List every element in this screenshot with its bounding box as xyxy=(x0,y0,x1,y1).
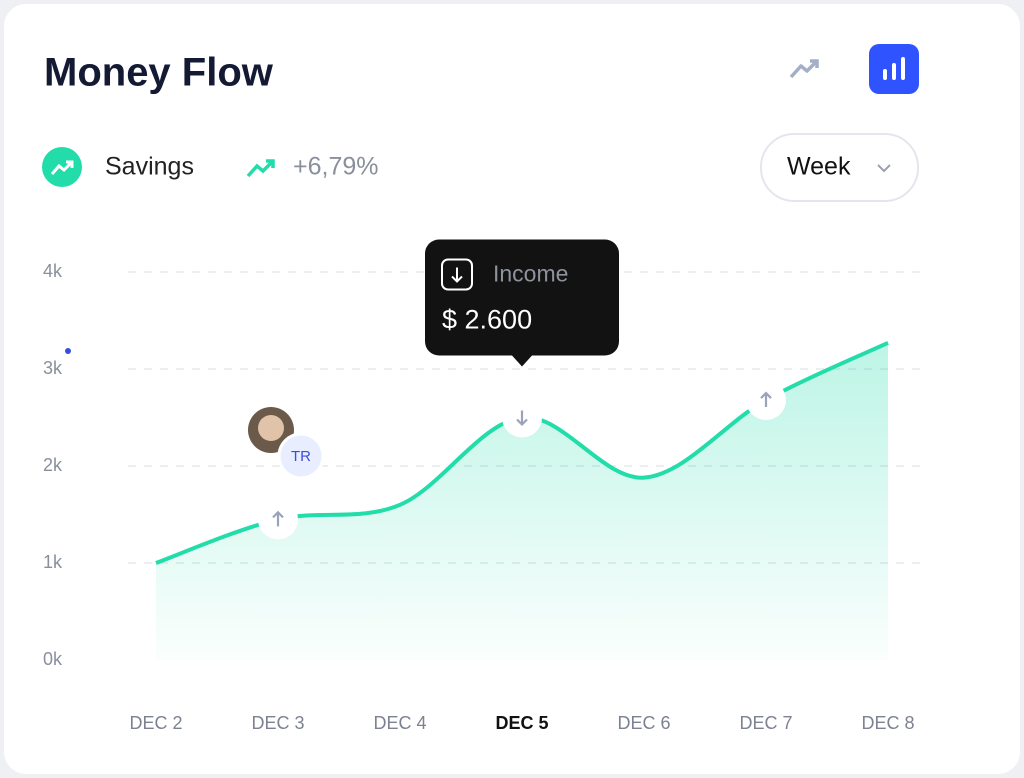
y-tick-label: 1k xyxy=(43,552,63,572)
tooltip: Income $ 2.600 xyxy=(425,239,619,367)
x-tick-label: DEC 5 xyxy=(495,713,548,733)
savings-icon xyxy=(42,147,82,187)
avatar-badge: TR xyxy=(291,448,311,465)
point-arrow xyxy=(760,391,772,408)
metric-label: Savings xyxy=(105,153,194,181)
y-tick-label: 3k xyxy=(43,358,63,378)
x-tick-label: DEC 8 xyxy=(861,713,914,733)
x-tick-label: DEC 7 xyxy=(739,713,792,733)
change: +6,79% xyxy=(293,153,379,181)
x-tick-label: DEC 6 xyxy=(617,713,670,733)
x-tick-label: DEC 3 xyxy=(251,713,304,733)
plot: 0k 1k 2k 3k 4k DEC 2 DEC 3 DEC 4 DEC 5 DEC 6 DEC 7… xyxy=(43,261,920,733)
dot xyxy=(65,348,71,354)
trend-icon xyxy=(246,159,275,178)
bar-view-button[interactable] xyxy=(869,44,919,94)
y-tick-label: 4k xyxy=(43,261,63,281)
tooltip-pointer xyxy=(512,355,532,367)
x-tick-label: DEC 4 xyxy=(373,713,426,733)
tooltip-box xyxy=(425,239,619,356)
y-tick-label: 2k xyxy=(43,455,63,475)
tooltip-label: Income xyxy=(493,261,568,287)
tooltip-icon xyxy=(441,258,473,291)
y-tick-label: 0k xyxy=(43,649,63,669)
period-select[interactable]: Week xyxy=(760,133,919,202)
avatar: TR xyxy=(248,407,325,480)
line-view-button[interactable] xyxy=(789,59,819,79)
period-label: Week xyxy=(787,153,851,181)
point-arrow xyxy=(516,410,528,427)
x-tick-label: DEC 2 xyxy=(129,713,182,733)
tooltip-icon-arrow xyxy=(451,267,463,283)
tooltip-value: $ 2.600 xyxy=(442,305,532,335)
area xyxy=(156,342,888,660)
title: Money Flow xyxy=(44,51,274,95)
point-arrow xyxy=(272,510,284,527)
